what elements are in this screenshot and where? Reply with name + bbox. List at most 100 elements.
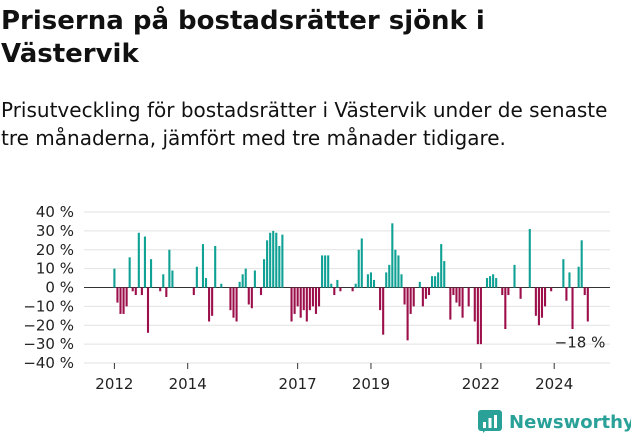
bar (565, 287, 568, 301)
bar (476, 287, 479, 345)
bar (171, 270, 174, 288)
bar (550, 287, 553, 292)
bar (440, 244, 443, 288)
bar (137, 232, 140, 288)
newsworthy-logo-icon (478, 410, 502, 433)
bar (211, 287, 214, 316)
bar (501, 287, 504, 296)
bar (302, 287, 305, 311)
bar (400, 274, 403, 288)
bar (354, 283, 357, 288)
bar (382, 287, 385, 335)
y-tick-label: −40 % (23, 354, 74, 372)
bar (513, 264, 516, 288)
bar (259, 287, 263, 296)
bar (360, 238, 363, 288)
x-tick-label: 2019 (352, 375, 390, 393)
bar (369, 272, 372, 288)
bar (134, 287, 137, 296)
y-axis-ticks: 40 %30 %20 %10 %0 %−10 %−20 %−30 %−40 % (23, 203, 74, 372)
brand-name: Newsworthy (509, 411, 631, 433)
bar (583, 287, 586, 296)
brand-logo: Newsworthy (477, 408, 631, 436)
bar (577, 266, 580, 288)
bar (244, 268, 247, 288)
bar (449, 287, 452, 320)
bar (253, 270, 256, 288)
bar (311, 287, 314, 307)
bar (504, 287, 507, 330)
bar (528, 228, 531, 288)
y-tick-label: −20 % (23, 316, 74, 334)
bar (586, 287, 589, 322)
bar (519, 287, 522, 299)
bar (192, 287, 195, 296)
bar (296, 287, 299, 307)
bar (467, 287, 470, 307)
bar (485, 278, 489, 288)
bar (195, 266, 198, 288)
bar (308, 287, 311, 311)
bar (409, 287, 412, 314)
bar (159, 287, 162, 292)
bar (241, 274, 244, 288)
bar (143, 236, 146, 288)
bar (275, 232, 278, 288)
bar (272, 230, 275, 288)
bar (571, 287, 574, 330)
bar (385, 272, 388, 288)
bar (116, 287, 119, 303)
bar (388, 264, 391, 288)
bar (250, 287, 253, 309)
x-axis-ticks: 2012 2014 2017 2019 2022 2024 (95, 363, 573, 393)
bar (437, 272, 440, 288)
bar (489, 276, 492, 288)
bar (232, 287, 235, 318)
bar (492, 274, 495, 288)
bar (427, 287, 431, 296)
bar (162, 274, 165, 288)
bar (434, 276, 437, 288)
bar (507, 287, 510, 296)
bar (333, 287, 336, 296)
bar (290, 287, 293, 322)
bar (247, 287, 250, 305)
bar (537, 287, 540, 326)
bar (220, 283, 223, 288)
bar (204, 278, 208, 288)
bar (317, 287, 321, 307)
bar (128, 257, 131, 288)
bar (201, 244, 205, 288)
bar (372, 279, 376, 288)
bar (406, 287, 409, 341)
bar (330, 283, 333, 288)
bar (122, 287, 125, 314)
bar (269, 232, 272, 288)
bar (208, 287, 211, 322)
bar (562, 259, 565, 288)
latest-value-annotation: −18 % (555, 333, 606, 351)
bar (146, 287, 150, 333)
x-tick-label: 2017 (279, 375, 317, 393)
bar (424, 287, 427, 299)
bar (351, 287, 354, 292)
bar (430, 276, 434, 288)
bar (473, 287, 476, 322)
bar (293, 287, 296, 314)
bar (394, 249, 397, 288)
bar (113, 268, 116, 288)
bar (495, 278, 498, 288)
bar (580, 240, 583, 288)
chart-subtitle: Prisutveckling för bostadsrätter i Väste… (1, 98, 608, 150)
y-tick-label: −30 % (23, 335, 74, 353)
grid-lines (84, 211, 610, 364)
bar (458, 287, 461, 307)
bar (321, 255, 324, 288)
bar (412, 287, 415, 307)
bar (278, 245, 281, 288)
bar (391, 223, 394, 288)
bar (229, 287, 232, 311)
bar (314, 287, 318, 314)
y-tick-label: 20 % (36, 241, 74, 259)
